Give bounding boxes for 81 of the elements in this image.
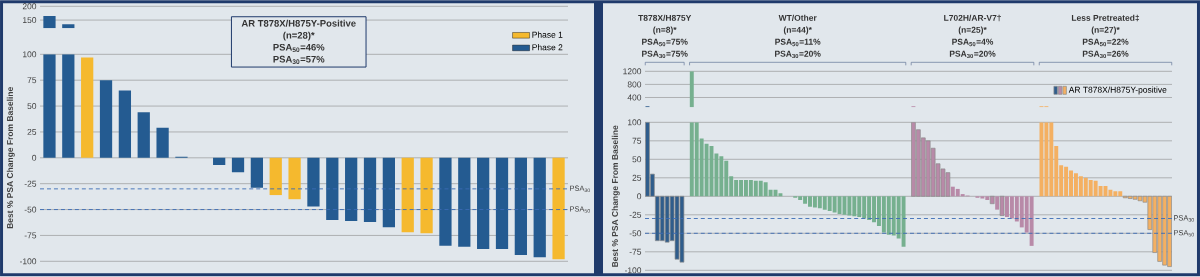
y-tick-label: -25 (629, 212, 642, 218)
bar (420, 158, 433, 234)
text: (n=44)* (783, 26, 812, 35)
text: PSA$_{30}$=20% (775, 50, 821, 59)
bar (382, 158, 395, 228)
text: (n=28)* (283, 31, 315, 41)
bar (514, 158, 527, 256)
bar (401, 158, 414, 233)
legend-label: Phase 1 (532, 31, 563, 38)
bar (1039, 122, 1044, 197)
bar (533, 158, 546, 258)
legend-label: Phase 2 (532, 44, 563, 51)
text: PSA$_{30}$=20% (949, 50, 996, 59)
text: (n=27)* (1091, 26, 1120, 35)
y-tick-label: -50 (24, 206, 37, 213)
y-tick-label: 25 (27, 129, 37, 136)
text: PSA$_{30}$=26% (1082, 50, 1129, 59)
bar (1108, 189, 1113, 197)
y-tick-label: -50 (629, 230, 642, 237)
text: L702H/AR-V7† (944, 14, 1001, 22)
bar (326, 158, 339, 221)
text: (n=25)* (958, 26, 987, 35)
y-tick-label: 25 (632, 175, 642, 181)
text: WT/Other (778, 14, 817, 22)
y-tick-label: 100 (23, 51, 37, 58)
bar (288, 158, 301, 200)
y-tick-label: -100 (624, 267, 642, 274)
bar (1029, 196, 1034, 247)
bar (837, 196, 842, 215)
bar (269, 158, 282, 196)
bar (307, 158, 320, 207)
y-tick-label: -75 (24, 232, 37, 239)
y-tick-label: 0 (32, 155, 37, 161)
y-tick-label: 800 (627, 81, 642, 88)
bar (704, 143, 709, 197)
bar (439, 158, 452, 246)
y-axis-title: Best % PSA Change From Baseline (6, 87, 15, 229)
bar (345, 158, 358, 222)
bar (458, 158, 471, 248)
y-tick-label: -100 (19, 258, 37, 265)
y-tick-label: -75 (629, 249, 642, 255)
legend-label: AR T878X/H875Y-positive (1068, 86, 1167, 95)
text: PSA$_{30}$=75% (642, 50, 688, 59)
y-tick-label: 200 (22, 3, 37, 10)
y-tick-label: 75 (27, 77, 37, 84)
bar (363, 158, 377, 223)
y-tick-label: 100 (628, 119, 642, 126)
bar (118, 90, 132, 158)
bar (842, 196, 847, 215)
bar (213, 158, 226, 166)
bar (778, 193, 783, 197)
bar (552, 158, 565, 260)
y-tick-label: 400 (627, 94, 642, 101)
bar (231, 158, 245, 173)
text: PSA$_{50}$=4% (952, 38, 994, 47)
text: (n=8)* (653, 26, 677, 35)
text: PSA$_{50}$=75% (642, 38, 688, 47)
bar (99, 80, 113, 158)
bar (495, 158, 509, 250)
y-tick-label: 0 (637, 193, 642, 200)
text: PSA$_{50}$=46% (273, 44, 325, 53)
bar (137, 112, 150, 158)
bar (43, 54, 56, 158)
chart-title: AR T878X/H875Y-Positive (241, 19, 356, 27)
text: T878X/H875Y (638, 14, 692, 22)
text: Less Pretreated‡ (1071, 14, 1140, 22)
y-tick-label: 150 (23, 17, 37, 24)
bar (477, 158, 490, 250)
annotation: PSA$_{30}$=57% (273, 56, 325, 65)
y-tick-label: 75 (632, 138, 642, 144)
y-tick-label: 50 (632, 156, 642, 163)
bar (250, 158, 264, 189)
text: PSA$_{50}$=22% (1082, 38, 1129, 47)
y-axis-title: Best % PSA Change From Baseline (611, 125, 620, 267)
bar (62, 54, 75, 158)
y-tick-label: -25 (24, 180, 37, 187)
bar (81, 57, 94, 158)
y-tick-label: 1200 (623, 68, 642, 75)
y-tick-label: 50 (27, 103, 37, 110)
bar (156, 127, 169, 158)
text: PSA$_{50}$=11% (775, 38, 821, 47)
